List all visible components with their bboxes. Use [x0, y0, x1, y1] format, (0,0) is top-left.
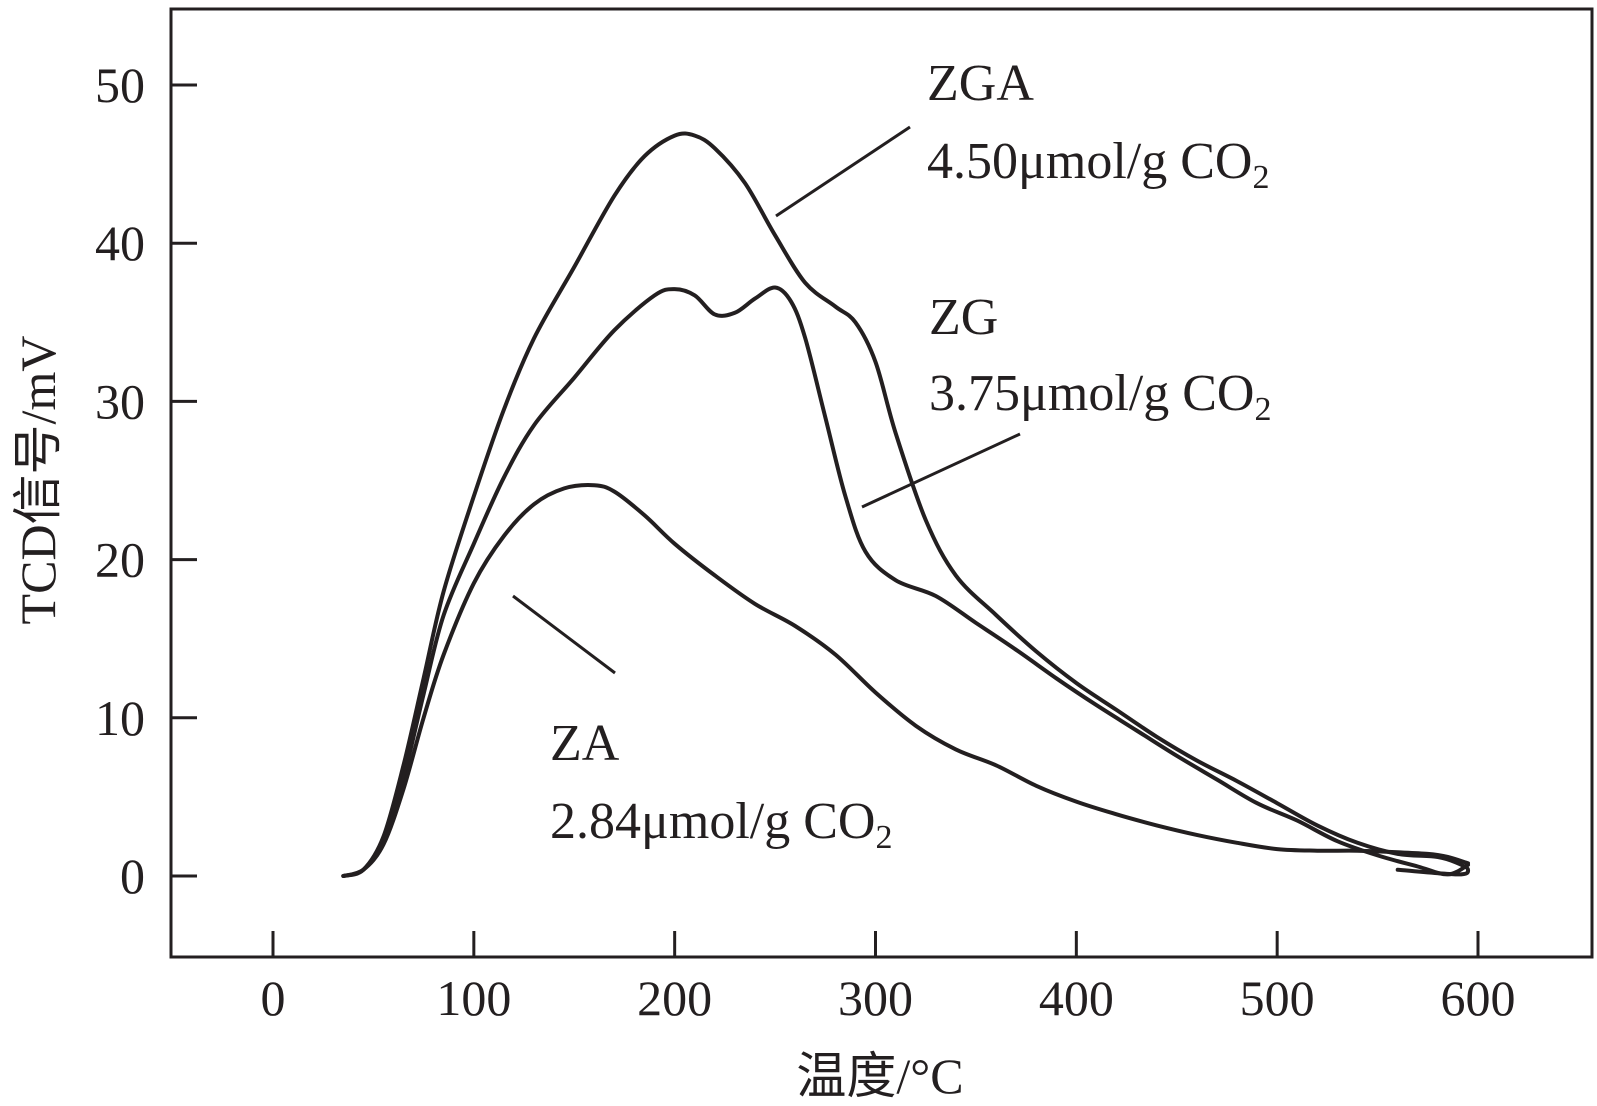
y-tick-label: 30 [95, 373, 145, 429]
series-line-zga [341, 131, 1471, 878]
y-axis-title: TCD信号/mV [10, 336, 66, 625]
annotation-label-zga: ZGA [927, 55, 1034, 112]
annotation-layer: ZGA 4.50μmol/g CO2 ZG 3.75μmol/g CO2 ZA … [512, 55, 1271, 856]
x-tick-label: 500 [1240, 970, 1315, 1026]
x-axis-title: 温度/°C [796, 1048, 963, 1104]
x-tick-label: 0 [261, 970, 286, 1026]
x-tick-label: 300 [838, 970, 913, 1026]
y-tick-label: 10 [95, 690, 145, 746]
annotation-label-za: ZA [550, 715, 620, 772]
y-tick-label: 20 [95, 532, 145, 588]
x-tick-label: 200 [637, 970, 712, 1026]
annotation-value-zg: 3.75μmol/g CO2 [929, 365, 1271, 428]
annotation-value-za: 2.84μmol/g CO2 [550, 793, 892, 856]
annotation-value-zga: 4.50μmol/g CO2 [927, 133, 1269, 196]
ticks-layer: 0 100 200 300 400 500 600 0 10 20 30 40 50 [95, 57, 1516, 1026]
x-tick-label: 400 [1039, 970, 1114, 1026]
plot-frame [169, 7, 1594, 959]
series-line-zg [341, 285, 1470, 878]
y-tick-label: 50 [95, 57, 145, 113]
y-tick-label: 0 [120, 848, 145, 904]
series-line-za [341, 483, 1470, 878]
series-layer [341, 131, 1471, 878]
leader-line-zga [775, 125, 911, 218]
annotation-label-zg: ZG [929, 289, 998, 346]
leader-line-zg [861, 432, 1021, 509]
x-tick-label: 100 [436, 970, 511, 1026]
leader-line-za [512, 594, 616, 675]
x-tick-label: 600 [1441, 970, 1516, 1026]
y-tick-label: 40 [95, 215, 145, 271]
